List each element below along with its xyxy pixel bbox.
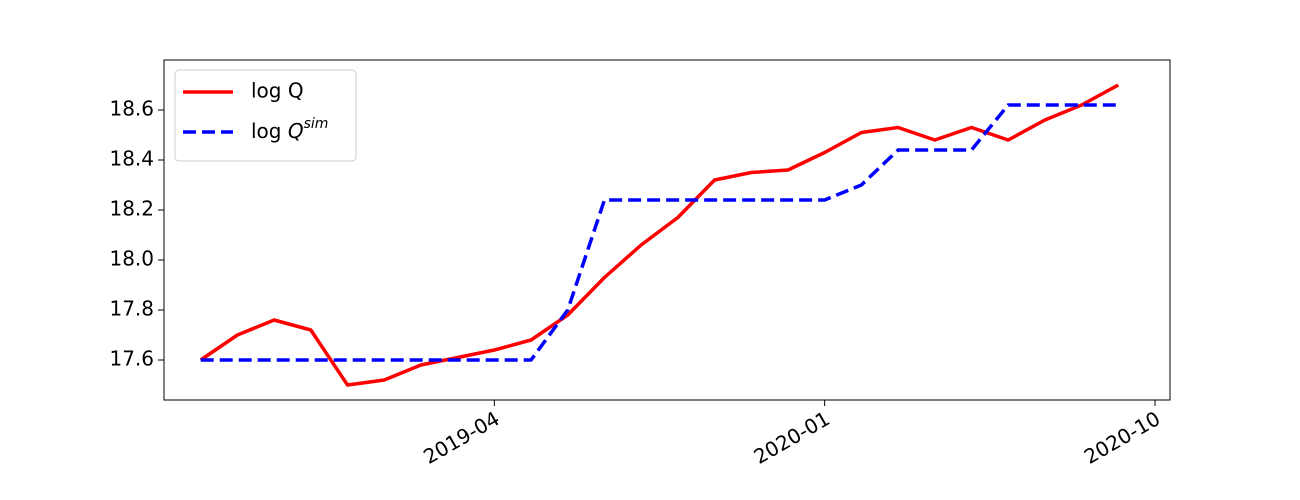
axes-frame	[163, 59, 1171, 401]
legend-label: log Qsim	[251, 116, 328, 143]
y-tick-label: 18.6	[109, 97, 154, 121]
y-tick-label: 18.2	[109, 197, 154, 221]
y-tick-label: 18.0	[109, 247, 154, 271]
series-line	[199, 83, 1120, 387]
y-tick-label: 17.6	[109, 347, 154, 371]
y-tick-label: 18.4	[109, 147, 154, 171]
y-tick-label: 17.8	[109, 297, 154, 321]
x-tick-label: 2020-10	[1080, 406, 1164, 469]
legend-label: log Q	[251, 79, 304, 103]
series-line	[200, 103, 1119, 362]
x-tick-label: 2020-01	[750, 406, 834, 469]
x-tick-label: 2019-04	[419, 406, 503, 469]
